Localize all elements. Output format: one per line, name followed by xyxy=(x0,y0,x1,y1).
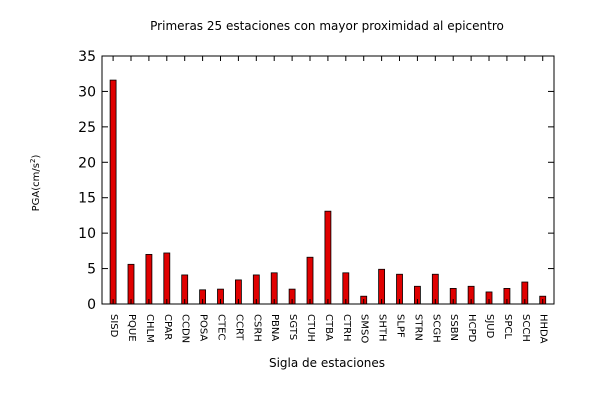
x-tick-label: SCCH xyxy=(520,314,531,342)
bar-pque xyxy=(127,263,135,305)
bar-ctba xyxy=(324,210,332,305)
y-axis-label-superscript: 2 xyxy=(29,159,37,163)
bar-chlm xyxy=(145,253,153,305)
x-tick-label: SSBN xyxy=(448,314,459,341)
bar-shth xyxy=(378,268,386,305)
x-axis-label: Sigla de estaciones xyxy=(269,356,385,370)
x-tick-label: HCPD xyxy=(466,314,477,343)
x-tick-label: CPAR xyxy=(162,314,173,340)
bars-group xyxy=(109,79,547,305)
x-tick-label: CCDN xyxy=(180,314,191,343)
x-tick-label: SMSO xyxy=(359,314,370,343)
x-axis: SISD PQUE CHLM CPAR CCDN POSA CTEC CCRT CSRH PBNA… xyxy=(108,56,549,344)
bar-cpar xyxy=(163,252,171,305)
y-tick-label: 10 xyxy=(78,226,96,242)
x-tick-label: CTRH xyxy=(341,314,352,342)
x-tick-label: CHLM xyxy=(144,314,155,343)
chart-title: Primeras 25 estaciones con mayor proximi… xyxy=(150,19,504,33)
x-tick-label: CTBA xyxy=(323,314,334,341)
y-axis: 0 5 10 15 20 25 30 35 xyxy=(78,49,554,313)
x-tick-label: CCRT xyxy=(233,314,244,341)
y-tick-label: 35 xyxy=(78,49,96,65)
x-tick-label: CTUH xyxy=(305,314,316,342)
y-axis-label-text: PGA(cm/s xyxy=(31,163,42,211)
bar-sisd xyxy=(109,79,117,305)
y-axis-label: PGA(cm/s2) xyxy=(29,155,42,212)
y-tick-label: 15 xyxy=(78,191,96,207)
y-axis-label-suffix: ) xyxy=(31,155,42,159)
x-tick-label: SJUD xyxy=(484,314,495,339)
x-tick-label: SGTS xyxy=(287,314,298,340)
x-tick-label: CTEC xyxy=(216,314,227,340)
y-tick-label: 5 xyxy=(87,262,96,278)
x-tick-label: SCGH xyxy=(430,314,441,343)
x-tick-label: STRN xyxy=(412,314,423,341)
y-tick-label: 20 xyxy=(78,155,96,171)
x-tick-label: HHDA xyxy=(538,314,549,344)
x-tick-label: SISD xyxy=(108,314,119,338)
x-tick-label: SLPF xyxy=(395,314,406,338)
x-tick-label: PBNA xyxy=(269,314,280,341)
y-tick-label: 30 xyxy=(78,84,96,100)
bar-ctuh xyxy=(306,256,314,305)
x-tick-label: POSA xyxy=(198,314,209,341)
y-tick-label: 25 xyxy=(78,120,96,136)
x-tick-label: CSRH xyxy=(251,314,262,342)
x-tick-label: PQUE xyxy=(126,314,137,342)
x-tick-label: SHTH xyxy=(377,314,388,342)
y-tick-label: 0 xyxy=(87,297,96,313)
x-tick-label: SPCL xyxy=(502,314,513,339)
